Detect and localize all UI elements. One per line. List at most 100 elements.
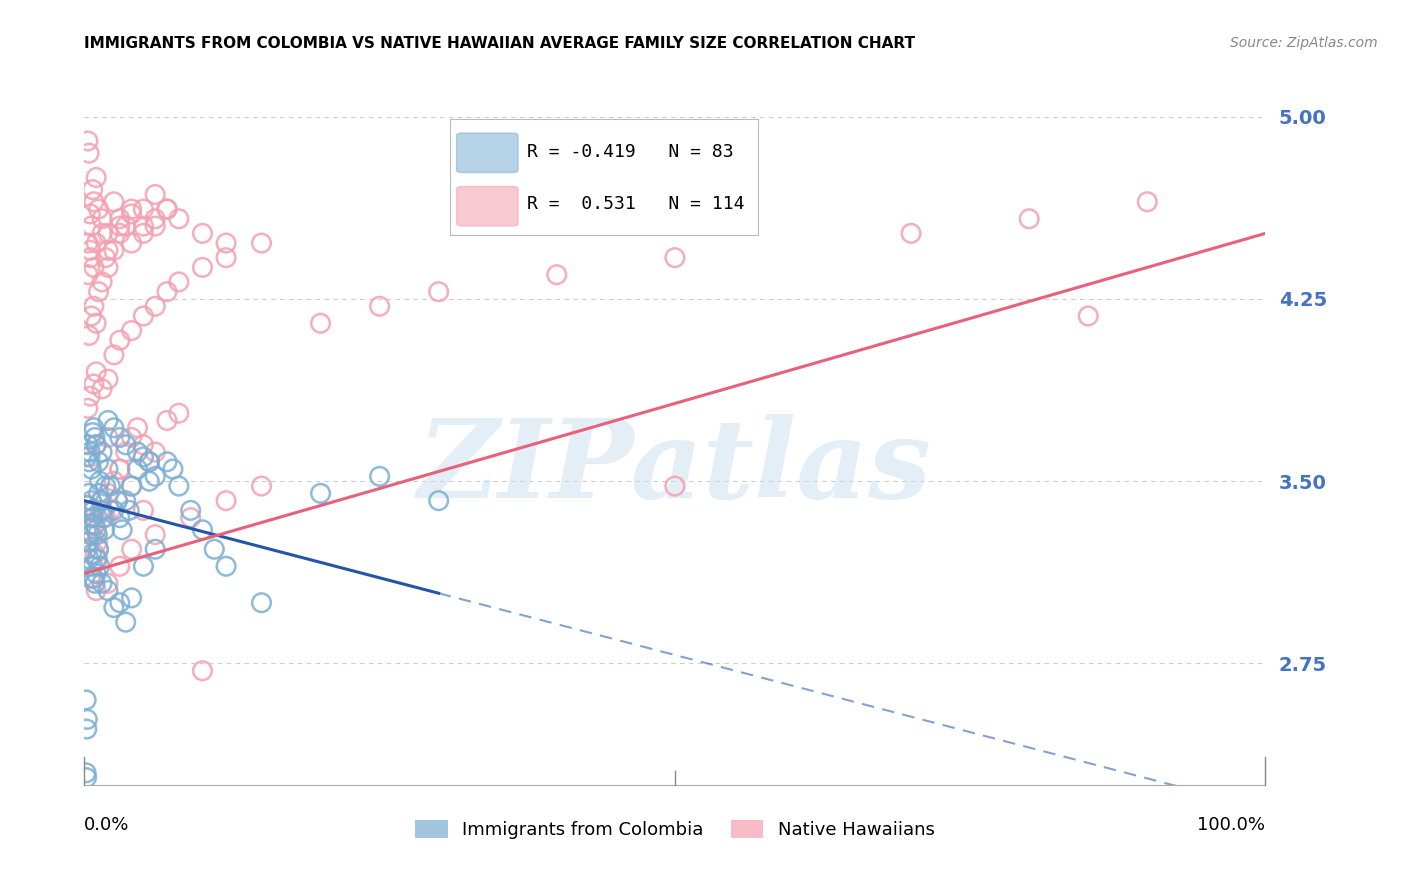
Point bbox=[103, 474, 125, 488]
Point bbox=[86, 527, 108, 541]
Point bbox=[143, 469, 166, 483]
Point bbox=[156, 285, 179, 299]
Point bbox=[202, 542, 225, 557]
Point bbox=[215, 236, 238, 251]
Point bbox=[664, 251, 686, 265]
Point bbox=[86, 535, 108, 549]
Point bbox=[132, 227, 155, 241]
Point bbox=[91, 503, 114, 517]
Point bbox=[108, 227, 131, 241]
Point bbox=[76, 712, 98, 726]
Point bbox=[80, 219, 103, 233]
Point bbox=[94, 479, 117, 493]
Point bbox=[84, 170, 107, 185]
Point bbox=[97, 430, 120, 444]
Point bbox=[103, 503, 125, 517]
Point bbox=[77, 401, 100, 416]
Point bbox=[97, 462, 120, 476]
Point bbox=[84, 523, 107, 537]
Point bbox=[143, 527, 166, 541]
Point bbox=[90, 493, 112, 508]
Point bbox=[97, 486, 120, 500]
Point bbox=[77, 134, 100, 148]
Point bbox=[108, 219, 131, 233]
Point bbox=[103, 421, 125, 435]
Point bbox=[215, 493, 238, 508]
Point bbox=[97, 227, 120, 241]
Point bbox=[108, 430, 131, 444]
Point bbox=[309, 316, 332, 330]
Point bbox=[77, 438, 100, 452]
Point bbox=[546, 268, 568, 282]
Point bbox=[77, 146, 100, 161]
Point bbox=[427, 285, 450, 299]
Point bbox=[114, 219, 136, 233]
Point bbox=[1018, 211, 1040, 226]
Point bbox=[84, 566, 107, 581]
Point bbox=[84, 576, 107, 591]
Point bbox=[98, 503, 121, 517]
Point bbox=[132, 202, 155, 216]
Point bbox=[80, 462, 103, 476]
Point bbox=[143, 211, 166, 226]
Point bbox=[1136, 194, 1159, 209]
Point bbox=[87, 285, 110, 299]
Point bbox=[84, 430, 107, 444]
Point bbox=[167, 406, 190, 420]
Point bbox=[127, 421, 149, 435]
Point bbox=[143, 542, 166, 557]
Point bbox=[191, 227, 214, 241]
Point bbox=[143, 187, 166, 202]
Point bbox=[127, 445, 149, 459]
Point bbox=[368, 299, 391, 313]
Point bbox=[76, 722, 98, 736]
Point bbox=[108, 596, 131, 610]
Point bbox=[98, 479, 121, 493]
Point bbox=[143, 445, 166, 459]
Point bbox=[79, 518, 101, 533]
Point bbox=[156, 202, 179, 216]
Point bbox=[97, 260, 120, 275]
Point bbox=[77, 535, 100, 549]
Point bbox=[77, 236, 100, 251]
Point bbox=[309, 486, 332, 500]
Point bbox=[143, 219, 166, 233]
Point bbox=[121, 430, 143, 444]
Point bbox=[89, 559, 111, 574]
Point bbox=[91, 445, 114, 459]
Point bbox=[79, 251, 101, 265]
Point bbox=[250, 236, 273, 251]
Point bbox=[76, 542, 98, 557]
Point bbox=[76, 771, 98, 785]
Point bbox=[83, 260, 105, 275]
Point bbox=[91, 275, 114, 289]
Point bbox=[191, 523, 214, 537]
Point bbox=[191, 664, 214, 678]
Point bbox=[83, 571, 105, 585]
Point bbox=[84, 438, 107, 452]
Point bbox=[87, 542, 110, 557]
Point bbox=[83, 510, 105, 524]
Point bbox=[97, 372, 120, 386]
Point bbox=[108, 559, 131, 574]
Point bbox=[108, 211, 131, 226]
Point bbox=[180, 503, 202, 517]
Point bbox=[94, 510, 117, 524]
Point bbox=[108, 462, 131, 476]
Point bbox=[83, 377, 105, 392]
Point bbox=[76, 450, 98, 464]
Point bbox=[103, 194, 125, 209]
Text: 0.0%: 0.0% bbox=[84, 816, 129, 834]
Point bbox=[103, 244, 125, 258]
Point bbox=[97, 413, 120, 427]
Point bbox=[77, 268, 100, 282]
Point bbox=[84, 365, 107, 379]
Point bbox=[121, 591, 143, 605]
Point bbox=[427, 493, 450, 508]
Point bbox=[82, 510, 104, 524]
Point bbox=[91, 576, 114, 591]
Text: 100.0%: 100.0% bbox=[1198, 816, 1265, 834]
Point bbox=[121, 324, 143, 338]
Point bbox=[84, 547, 107, 561]
Point bbox=[83, 503, 105, 517]
